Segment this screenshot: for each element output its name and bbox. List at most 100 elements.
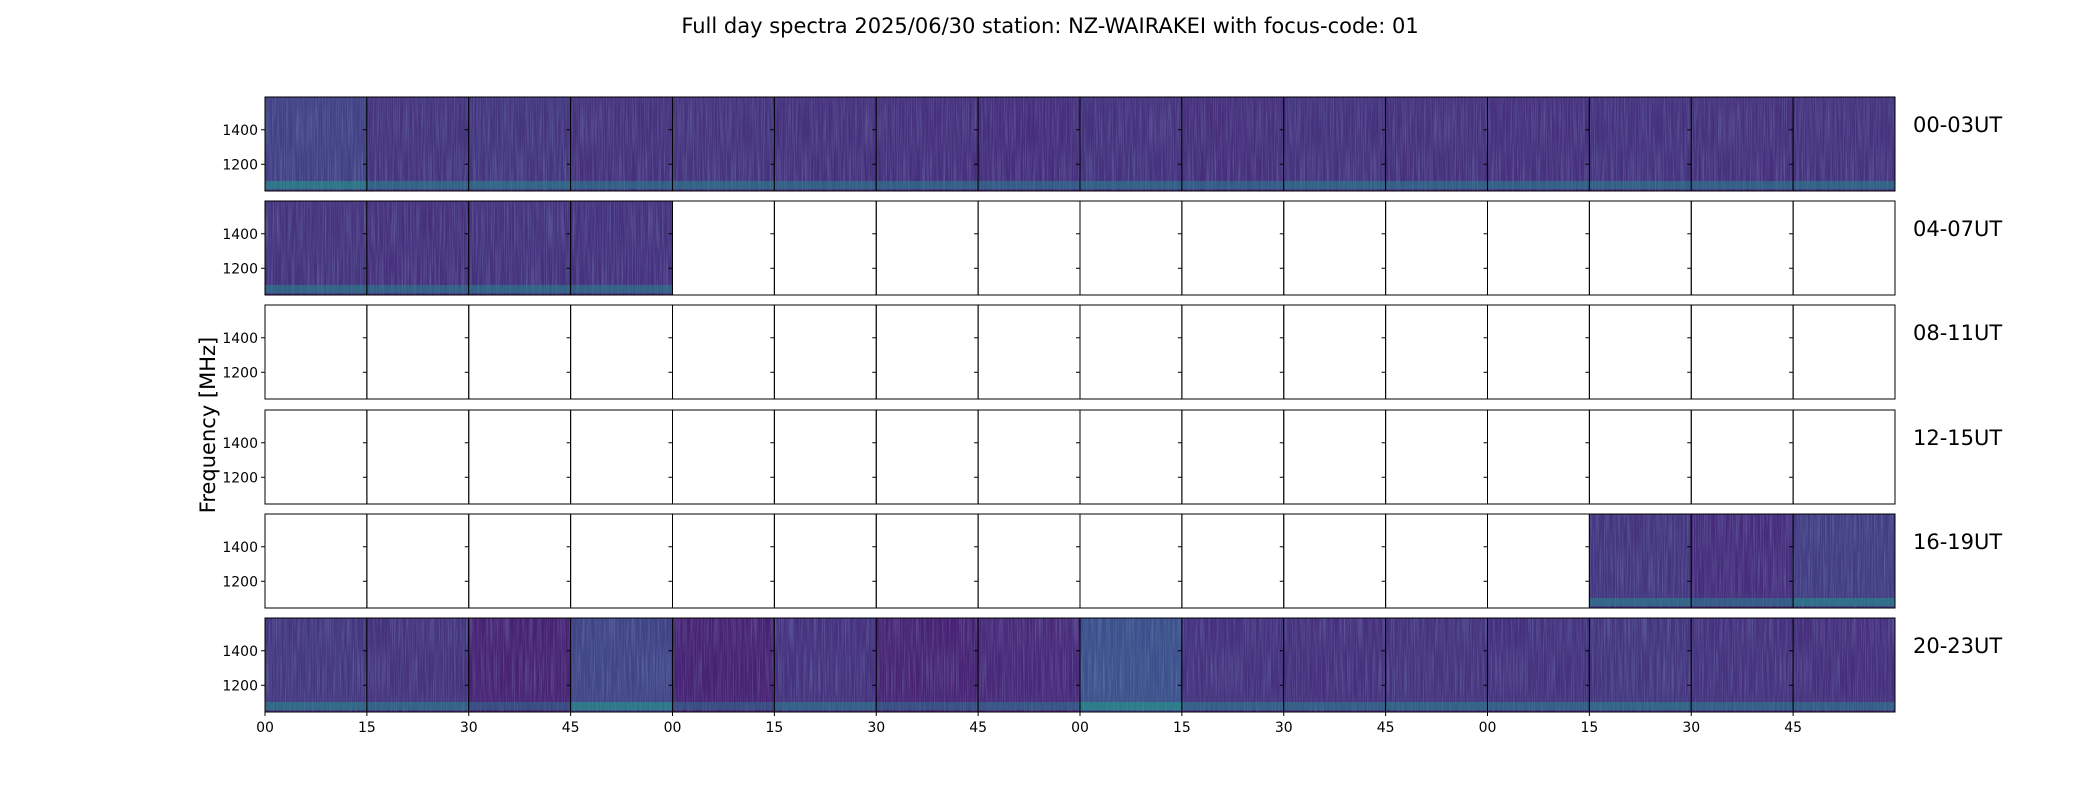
x-tick-label: 15 [1173,720,1191,736]
panel-frame [773,409,877,505]
panel-frame [264,409,368,505]
spectrum-texture [1691,514,1794,608]
spectrum-low-band [1283,702,1386,710]
panel-frame [366,409,470,505]
spectrum-texture [1283,97,1386,191]
panel-frame [1792,200,1896,296]
panel-frame [672,409,775,505]
x-tick-label: 45 [1784,720,1802,736]
panel-frame [1487,513,1590,609]
y-tick-label: 1200 [222,261,258,277]
spectrum-low-band [1487,181,1590,189]
row-label: 16-19UT [1913,530,2002,554]
panel-frame [1487,200,1590,296]
spectrum-low-band [265,181,367,189]
panel-frame [1079,409,1183,505]
spectrum-low-band [774,181,877,189]
y-tick-label: 1200 [222,157,258,173]
spectrum-texture [1385,97,1488,191]
x-tick-label: 45 [1377,720,1395,736]
spectrum-low-band [1080,702,1182,710]
spectrum-low-band [1589,181,1692,189]
spectrum-texture [1385,618,1488,712]
spectrum-low-band [1385,702,1488,710]
spectrum-low-band [1691,598,1794,606]
x-tick-label: 30 [867,720,885,736]
panel-frame [1181,409,1285,505]
y-tick-label: 1400 [222,227,258,243]
panel-frame [366,513,470,609]
spectrum-low-band [1589,702,1692,710]
spectrum-low-band [876,181,979,189]
spectrum-texture [1181,618,1284,712]
x-tick-label: 00 [1071,720,1089,736]
panel-frame [875,200,979,296]
spectrum-low-band [570,285,673,293]
panel-frame [977,200,1081,296]
panel-frame [773,304,877,400]
panel-frame [1690,200,1794,296]
panel-frame [1792,409,1896,505]
spectrum-low-band [1793,181,1895,189]
y-tick-label: 1400 [222,436,258,452]
panel-frame [1588,304,1692,400]
panel-frame [570,513,673,609]
panel-frame [1181,200,1285,296]
panel-frame [264,513,368,609]
spectrum-texture [1283,618,1386,712]
spectrum-low-band [978,181,1080,189]
panel-frame [570,409,673,505]
panel-frame [1487,304,1590,400]
spectrum-texture [366,97,469,191]
spectrum-texture [978,97,1080,191]
x-tick-label: 45 [969,720,987,736]
panel-frame [977,513,1081,609]
spectrum-low-band [468,702,571,710]
spectra-row-08-11UT: 1200 1400 08-11UT [222,304,2002,400]
x-tick-label: 45 [562,720,580,736]
panel-frame [1283,409,1387,505]
panel-frame [366,304,470,400]
spectra-row-04-07UT: 1200 1400 04-07UT [222,200,2002,296]
panel-frame [773,513,877,609]
spectrum-texture [1589,618,1692,712]
panel-frame [1385,200,1488,296]
spectrum-low-band [1283,181,1386,189]
x-tick-label: 30 [460,720,478,736]
spectrum-texture [1793,514,1895,608]
spectrum-texture [1691,97,1794,191]
spectrum-low-band [1181,702,1284,710]
spectrum-low-band [366,181,469,189]
panel-frame [1690,409,1794,505]
spectrum-texture [1181,97,1284,191]
spectrum-texture [876,97,979,191]
spectrum-texture [366,618,469,712]
spectrum-low-band [1793,598,1895,606]
panel-frame [468,304,572,400]
panel-frame [468,409,572,505]
panel-frame [875,409,979,505]
spectrum-texture [570,618,673,712]
row-label: 00-03UT [1913,113,2002,137]
spectrum-texture [1793,97,1895,191]
spectrum-low-band [468,181,571,189]
panel-frame [1181,304,1285,400]
spectrum-texture [1487,97,1590,191]
spectrum-texture [468,97,571,191]
spectrum-low-band [570,702,673,710]
spectrum-texture [1691,618,1794,712]
y-tick-label: 1200 [222,365,258,381]
panel-frame [1792,304,1896,400]
spectrum-texture [978,618,1080,712]
panel-frame [672,304,775,400]
panel-frame [1079,304,1183,400]
panel-frame [1283,304,1387,400]
spectrum-texture [570,201,673,295]
panel-frame [672,513,775,609]
y-tick-label: 1200 [222,678,258,694]
row-label: 08-11UT [1913,321,2002,345]
spectrum-low-band [672,181,775,189]
spectrum-low-band [978,702,1080,710]
spectrum-texture [265,201,367,295]
y-tick-label: 1400 [222,540,258,556]
